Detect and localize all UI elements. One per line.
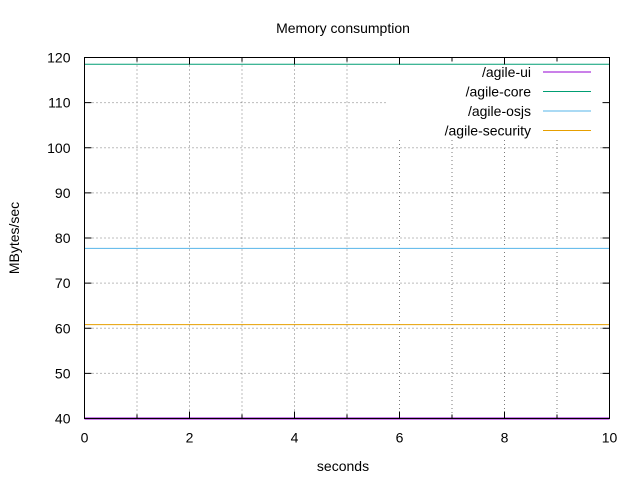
x-tick-label: 8	[501, 430, 509, 446]
y-tick-label: 70	[55, 275, 71, 291]
x-tick-label: 0	[81, 430, 89, 446]
x-tick-label: 10	[602, 430, 618, 446]
y-tick-label: 60	[55, 320, 71, 336]
legend-label: /agile-osjs	[468, 103, 531, 119]
y-tick-label: 120	[47, 50, 71, 66]
legend-label: /agile-ui	[482, 64, 531, 80]
legend: /agile-ui/agile-core/agile-osjs/agile-se…	[445, 64, 591, 139]
y-axis-title: MBytes/sec	[6, 202, 22, 274]
y-tick-label: 90	[55, 185, 71, 201]
legend-label: /agile-core	[466, 84, 532, 100]
legend-label: /agile-security	[445, 123, 531, 139]
x-axis-title: seconds	[317, 458, 369, 474]
y-tick-label: 40	[55, 411, 71, 427]
x-tick-label: 4	[291, 430, 299, 446]
y-tick-label: 80	[55, 230, 71, 246]
axis-ticks: 0 2 4 6 8 10 40 50 60 70 80 90 100 110 120	[47, 50, 617, 446]
y-tick-label: 100	[47, 140, 71, 156]
y-tick-label: 50	[55, 365, 71, 381]
y-tick-label: 110	[48, 95, 71, 111]
x-tick-label: 6	[396, 430, 404, 446]
x-tick-label: 2	[186, 430, 194, 446]
chart-title: Memory consumption	[276, 20, 410, 36]
